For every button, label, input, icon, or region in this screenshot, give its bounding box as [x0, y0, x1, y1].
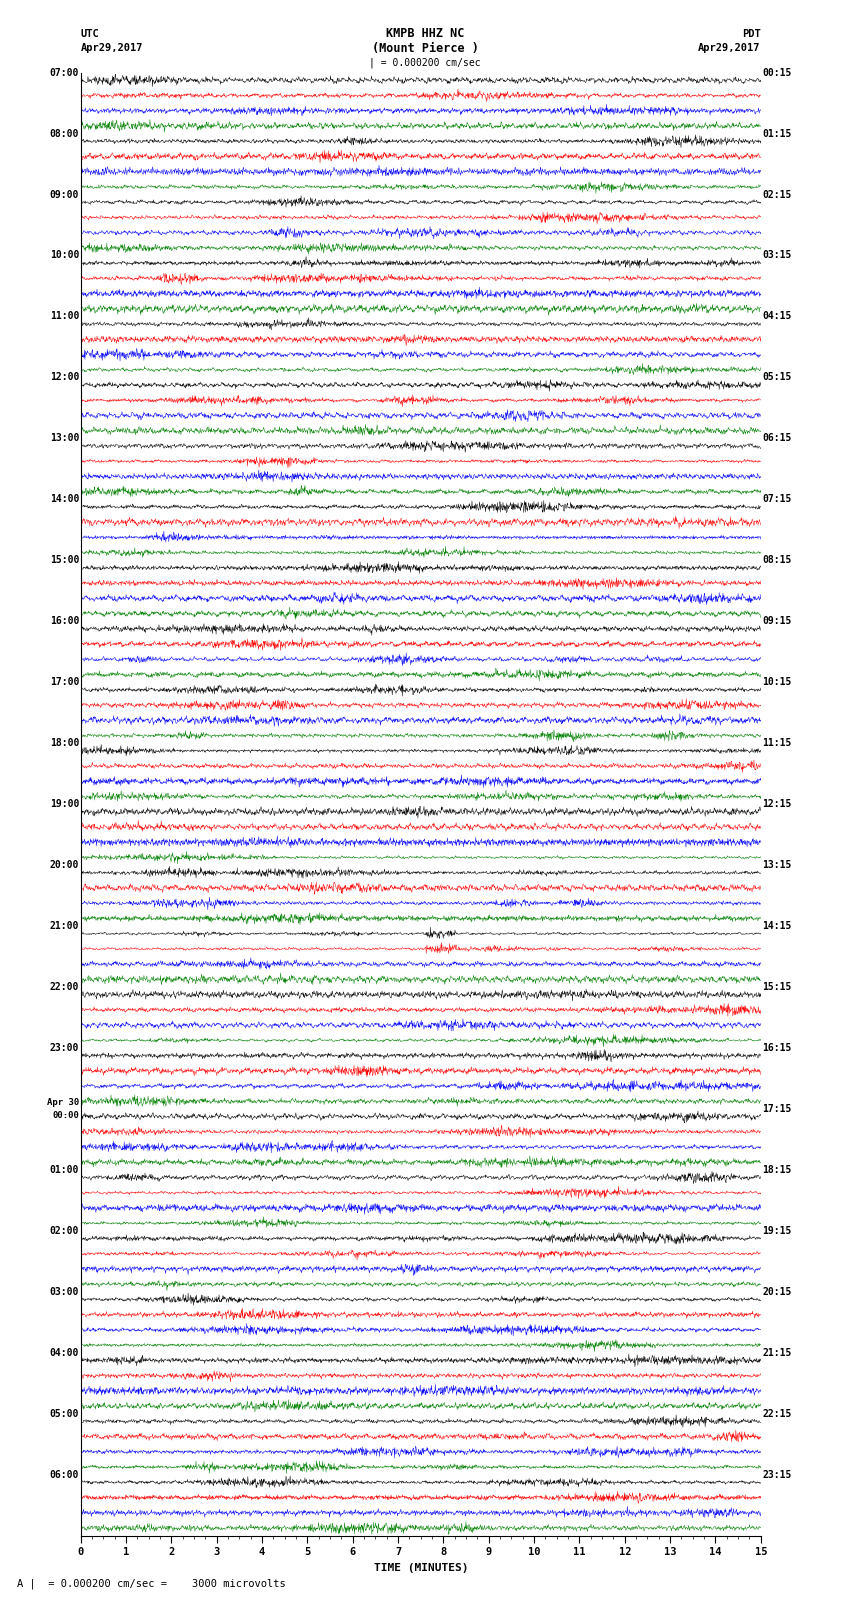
Text: 20:00: 20:00: [49, 860, 79, 869]
Text: 22:00: 22:00: [49, 982, 79, 992]
Text: 17:15: 17:15: [762, 1103, 792, 1115]
Text: 12:15: 12:15: [762, 798, 792, 810]
Text: UTC: UTC: [81, 29, 99, 39]
Text: 14:00: 14:00: [49, 494, 79, 505]
Text: 07:15: 07:15: [762, 494, 792, 505]
Text: 17:00: 17:00: [49, 677, 79, 687]
Text: 06:00: 06:00: [49, 1469, 79, 1479]
Text: 04:00: 04:00: [49, 1348, 79, 1358]
Text: 19:15: 19:15: [762, 1226, 792, 1236]
Text: Apr29,2017: Apr29,2017: [81, 44, 144, 53]
Text: 05:00: 05:00: [49, 1408, 79, 1419]
Text: 15:00: 15:00: [49, 555, 79, 565]
Text: 13:15: 13:15: [762, 860, 792, 869]
Text: 21:00: 21:00: [49, 921, 79, 931]
Text: 09:15: 09:15: [762, 616, 792, 626]
Text: 10:15: 10:15: [762, 677, 792, 687]
Text: 03:00: 03:00: [49, 1287, 79, 1297]
Text: 11:00: 11:00: [49, 311, 79, 321]
Text: 10:00: 10:00: [49, 250, 79, 260]
Text: 04:15: 04:15: [762, 311, 792, 321]
Text: 18:15: 18:15: [762, 1165, 792, 1174]
Text: 22:15: 22:15: [762, 1408, 792, 1419]
Text: 02:15: 02:15: [762, 189, 792, 200]
Text: 03:15: 03:15: [762, 250, 792, 260]
Text: 11:15: 11:15: [762, 739, 792, 748]
Text: 12:00: 12:00: [49, 373, 79, 382]
X-axis label: TIME (MINUTES): TIME (MINUTES): [373, 1563, 468, 1573]
Text: 08:00: 08:00: [49, 129, 79, 139]
Text: 19:00: 19:00: [49, 798, 79, 810]
Text: PDT: PDT: [742, 29, 761, 39]
Text: 21:15: 21:15: [762, 1348, 792, 1358]
Text: 00:00: 00:00: [52, 1111, 79, 1119]
Text: 00:15: 00:15: [762, 68, 792, 77]
Text: (Mount Pierce ): (Mount Pierce ): [371, 42, 479, 55]
Text: Apr 30: Apr 30: [47, 1098, 79, 1107]
Text: 02:00: 02:00: [49, 1226, 79, 1236]
Text: 01:00: 01:00: [49, 1165, 79, 1174]
Text: 08:15: 08:15: [762, 555, 792, 565]
Text: 16:00: 16:00: [49, 616, 79, 626]
Text: 18:00: 18:00: [49, 739, 79, 748]
Text: 20:15: 20:15: [762, 1287, 792, 1297]
Text: | = 0.000200 cm/sec: | = 0.000200 cm/sec: [369, 58, 481, 68]
Text: 07:00: 07:00: [49, 68, 79, 77]
Text: 15:15: 15:15: [762, 982, 792, 992]
Text: Apr29,2017: Apr29,2017: [698, 44, 761, 53]
Text: 05:15: 05:15: [762, 373, 792, 382]
Text: 14:15: 14:15: [762, 921, 792, 931]
Text: 09:00: 09:00: [49, 189, 79, 200]
Text: 16:15: 16:15: [762, 1044, 792, 1053]
Text: KMPB HHZ NC: KMPB HHZ NC: [386, 27, 464, 40]
Text: 23:00: 23:00: [49, 1044, 79, 1053]
Text: 23:15: 23:15: [762, 1469, 792, 1479]
Text: A |  = 0.000200 cm/sec =    3000 microvolts: A | = 0.000200 cm/sec = 3000 microvolts: [17, 1579, 286, 1589]
Text: 13:00: 13:00: [49, 434, 79, 444]
Text: 01:15: 01:15: [762, 129, 792, 139]
Text: 06:15: 06:15: [762, 434, 792, 444]
